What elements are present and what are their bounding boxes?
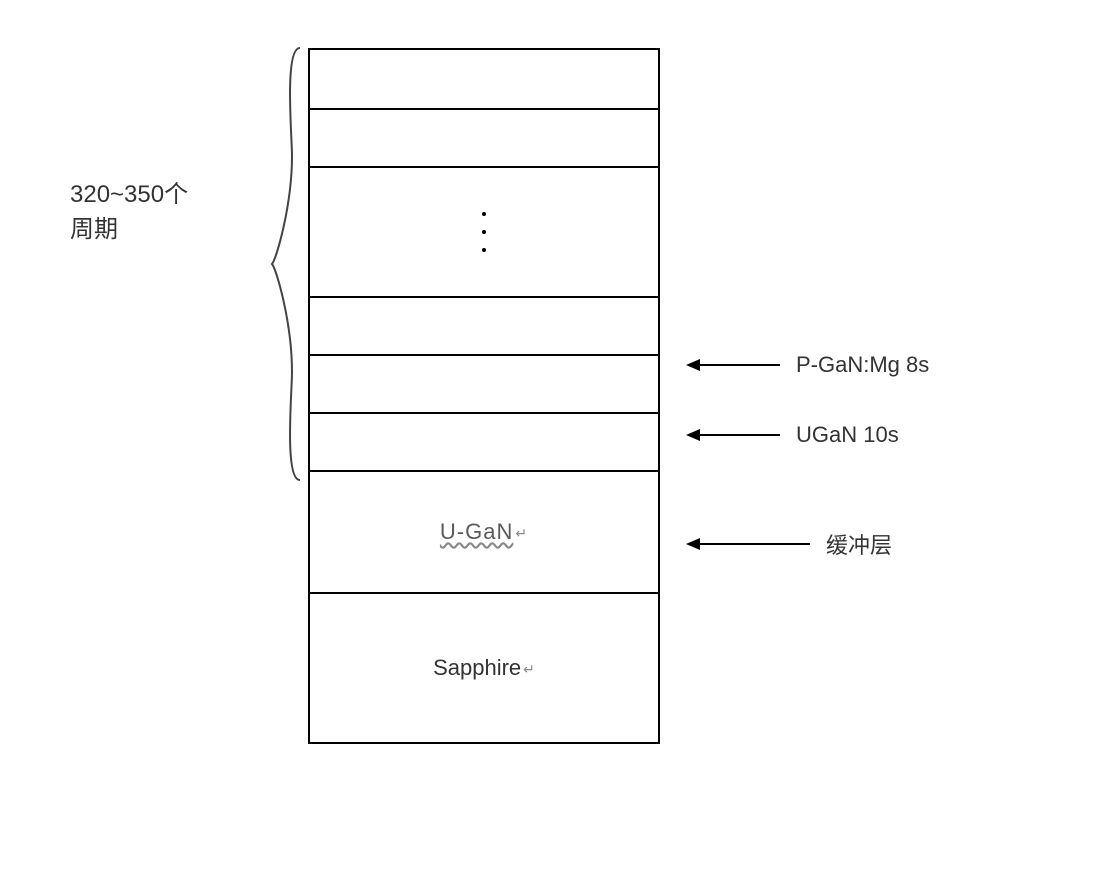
annotation-ugan-text: UGaN 10s [796, 422, 899, 448]
annotation-buffer-text: 缓冲层 [826, 528, 892, 560]
period-count-line1: 320~350个 [70, 181, 188, 208]
dot-icon [482, 230, 486, 234]
layer-top2 [310, 108, 658, 166]
cursor-icon: ↵ [515, 525, 528, 541]
sapphire-label: Sapphire↵ [433, 655, 535, 681]
layer-buffer: U-GaN↵ [310, 470, 658, 592]
buffer-label-text: U-GaN [440, 519, 513, 544]
arrow-left-icon [686, 355, 782, 375]
layer-top1 [310, 50, 658, 108]
annotation-buffer: 缓冲层 [686, 528, 892, 560]
arrow-left-icon [686, 425, 782, 445]
diagram-container: U-GaN↵ Sapphire↵ 320~350个 周期 P-GaN:Mg 8s… [0, 0, 1108, 876]
annotation-pgan: P-GaN:Mg 8s [686, 352, 929, 378]
annotation-ugan: UGaN 10s [686, 422, 899, 448]
layer-pgan [310, 354, 658, 412]
sapphire-label-text: Sapphire [433, 655, 521, 680]
period-count-label: 320~350个 周期 [70, 178, 188, 248]
layer-ellipsis [310, 166, 658, 296]
annotation-pgan-text: P-GaN:Mg 8s [796, 352, 929, 378]
dot-icon [482, 248, 486, 252]
cursor-icon: ↵ [523, 661, 535, 677]
brace-icon [270, 46, 306, 482]
layer-mid1 [310, 296, 658, 354]
arrow-left-icon [686, 534, 812, 554]
layer-ugan-period [310, 412, 658, 470]
buffer-label: U-GaN↵ [440, 519, 528, 545]
ellipsis-dots [482, 212, 486, 252]
period-count-line2: 周期 [70, 216, 118, 243]
layer-sapphire: Sapphire↵ [310, 592, 658, 742]
dot-icon [482, 212, 486, 216]
curly-brace [270, 46, 306, 482]
layer-stack: U-GaN↵ Sapphire↵ [308, 48, 660, 744]
